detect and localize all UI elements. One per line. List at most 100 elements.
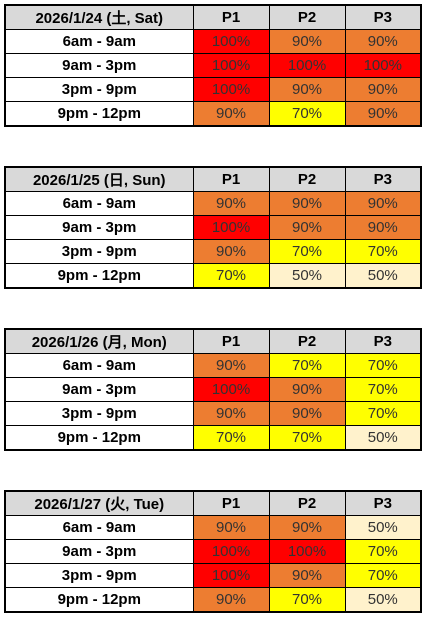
load-value-cell: 90% [344, 77, 422, 102]
table-row: 9am - 3pm 100% 90% 70% [4, 377, 422, 402]
time-slot-label: 3pm - 9pm [4, 401, 194, 426]
load-value-cell: 90% [344, 191, 422, 216]
load-value-cell: 90% [192, 353, 270, 378]
load-value-cell: 90% [192, 401, 270, 426]
column-header-p2: P2 [268, 166, 346, 192]
table-row: 6am - 9am 90% 90% 50% [4, 515, 422, 540]
load-value-cell: 100% [192, 215, 270, 240]
load-value-cell: 50% [344, 425, 422, 451]
load-value-cell: 90% [268, 215, 346, 240]
load-value-cell: 90% [268, 563, 346, 588]
date-header: 2026/1/25 (日, Sun) [4, 166, 194, 192]
load-value-cell: 90% [192, 101, 270, 127]
load-value-cell: 70% [344, 563, 422, 588]
table-row: 6am - 9am 90% 90% 90% [4, 191, 422, 216]
load-value-cell: 70% [192, 425, 270, 451]
time-slot-label: 6am - 9am [4, 353, 194, 378]
load-value-cell: 90% [192, 587, 270, 613]
date-header: 2026/1/26 (月, Mon) [4, 328, 194, 354]
load-value-cell: 100% [192, 563, 270, 588]
day-table: 2026/1/27 (火, Tue) P1 P2 P3 6am - 9am 90% 90% 5… [4, 490, 422, 613]
load-value-cell: 70% [268, 425, 346, 451]
column-header-p3: P3 [344, 328, 422, 354]
load-value-cell: 100% [344, 53, 422, 78]
load-value-cell: 90% [268, 401, 346, 426]
time-slot-label: 6am - 9am [4, 515, 194, 540]
load-value-cell: 70% [268, 353, 346, 378]
load-value-cell: 100% [192, 53, 270, 78]
table-row: 9am - 3pm 100% 100% 100% [4, 53, 422, 78]
column-header-p1: P1 [192, 490, 270, 516]
table-row: 9pm - 12pm 90% 70% 50% [4, 587, 422, 613]
column-header-p2: P2 [268, 4, 346, 30]
table-row: 3pm - 9pm 90% 90% 70% [4, 401, 422, 426]
load-value-cell: 70% [344, 377, 422, 402]
time-slot-label: 6am - 9am [4, 29, 194, 54]
table-row: 3pm - 9pm 100% 90% 70% [4, 563, 422, 588]
time-slot-label: 3pm - 9pm [4, 239, 194, 264]
load-value-cell: 90% [268, 377, 346, 402]
load-value-cell: 70% [268, 587, 346, 613]
load-value-cell: 70% [192, 263, 270, 289]
load-value-cell: 100% [192, 539, 270, 564]
load-value-cell: 100% [192, 377, 270, 402]
column-header-p1: P1 [192, 4, 270, 30]
time-slot-label: 9am - 3pm [4, 215, 194, 240]
load-value-cell: 70% [268, 239, 346, 264]
load-value-cell: 90% [268, 515, 346, 540]
time-slot-label: 3pm - 9pm [4, 77, 194, 102]
load-value-cell: 70% [344, 401, 422, 426]
table-row: 9pm - 12pm 70% 50% 50% [4, 263, 422, 289]
column-header-p2: P2 [268, 490, 346, 516]
load-value-cell: 90% [192, 239, 270, 264]
load-value-cell: 90% [268, 29, 346, 54]
load-value-cell: 70% [268, 101, 346, 127]
header-row: 2026/1/24 (土, Sat) P1 P2 P3 [4, 4, 422, 30]
load-value-cell: 90% [268, 191, 346, 216]
day-table: 2026/1/25 (日, Sun) P1 P2 P3 6am - 9am 90% 90% 9… [4, 166, 422, 289]
load-value-cell: 50% [344, 515, 422, 540]
column-header-p3: P3 [344, 166, 422, 192]
header-row: 2026/1/26 (月, Mon) P1 P2 P3 [4, 328, 422, 354]
load-value-cell: 90% [344, 29, 422, 54]
load-value-cell: 100% [192, 29, 270, 54]
day-table: 2026/1/24 (土, Sat) P1 P2 P3 6am - 9am 100% 90%… [4, 4, 422, 127]
load-value-cell: 100% [268, 53, 346, 78]
load-value-cell: 100% [192, 77, 270, 102]
load-value-cell: 50% [268, 263, 346, 289]
load-value-cell: 100% [268, 539, 346, 564]
load-value-cell: 70% [344, 353, 422, 378]
column-header-p3: P3 [344, 4, 422, 30]
load-value-cell: 90% [344, 101, 422, 127]
time-slot-label: 9am - 3pm [4, 377, 194, 402]
time-slot-label: 3pm - 9pm [4, 563, 194, 588]
time-slot-label: 6am - 9am [4, 191, 194, 216]
load-value-cell: 90% [192, 191, 270, 216]
table-row: 9pm - 12pm 90% 70% 90% [4, 101, 422, 127]
time-slot-label: 9pm - 12pm [4, 101, 194, 127]
time-slot-label: 9pm - 12pm [4, 425, 194, 451]
time-slot-label: 9pm - 12pm [4, 263, 194, 289]
date-header: 2026/1/27 (火, Tue) [4, 490, 194, 516]
load-value-cell: 50% [344, 587, 422, 613]
table-row: 3pm - 9pm 90% 70% 70% [4, 239, 422, 264]
load-value-cell: 70% [344, 239, 422, 264]
day-table: 2026/1/26 (月, Mon) P1 P2 P3 6am - 9am 90% 70% 7… [4, 328, 422, 451]
load-value-cell: 90% [192, 515, 270, 540]
column-header-p1: P1 [192, 328, 270, 354]
load-value-cell: 90% [268, 77, 346, 102]
time-slot-label: 9am - 3pm [4, 53, 194, 78]
load-value-cell: 70% [344, 539, 422, 564]
column-header-p1: P1 [192, 166, 270, 192]
header-row: 2026/1/27 (火, Tue) P1 P2 P3 [4, 490, 422, 516]
table-row: 6am - 9am 100% 90% 90% [4, 29, 422, 54]
date-header: 2026/1/24 (土, Sat) [4, 4, 194, 30]
table-row: 9am - 3pm 100% 100% 70% [4, 539, 422, 564]
load-value-cell: 50% [344, 263, 422, 289]
header-row: 2026/1/25 (日, Sun) P1 P2 P3 [4, 166, 422, 192]
table-row: 6am - 9am 90% 70% 70% [4, 353, 422, 378]
table-row: 9pm - 12pm 70% 70% 50% [4, 425, 422, 451]
table-row: 9am - 3pm 100% 90% 90% [4, 215, 422, 240]
column-header-p3: P3 [344, 490, 422, 516]
column-header-p2: P2 [268, 328, 346, 354]
